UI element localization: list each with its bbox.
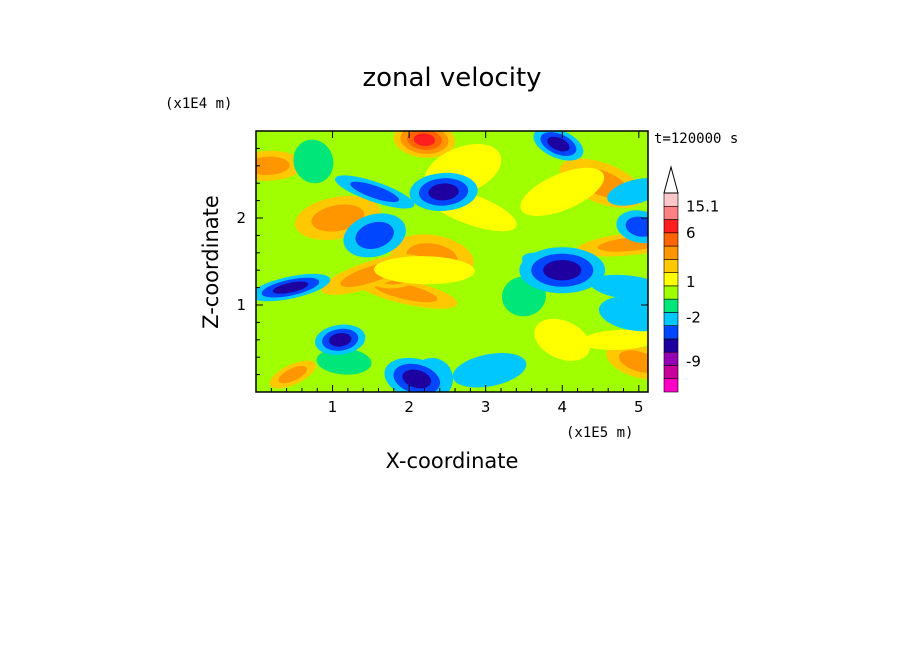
contour-feature <box>606 343 648 380</box>
contour-feature <box>533 131 584 161</box>
colorbar-segment <box>663 338 679 353</box>
contour-feature <box>256 273 331 302</box>
y-axis-label: Z-coordinate <box>199 195 223 329</box>
contour-level <box>618 350 648 373</box>
contour-feature <box>384 357 450 392</box>
colorbar-label: 1 <box>686 273 696 291</box>
x-axis-label: X-coordinate <box>386 449 519 473</box>
colorbar-label: -2 <box>686 309 701 327</box>
time-label: t=120000 s <box>654 131 738 147</box>
contour-feature <box>316 348 372 375</box>
colorbar-segment <box>663 259 679 273</box>
contour-feature <box>534 318 591 361</box>
contour-level <box>547 136 570 152</box>
contour-level <box>598 296 648 332</box>
contour-level <box>402 369 432 389</box>
contour-level <box>590 274 648 301</box>
colorbar-max-arrow <box>663 165 679 194</box>
contour-level <box>350 181 400 203</box>
colorbar-segment <box>663 378 679 393</box>
contour-feature <box>343 213 406 258</box>
contour-level <box>580 329 648 350</box>
plot-frame <box>255 130 649 393</box>
colorbar-segment <box>663 365 679 380</box>
colorbar-segment <box>663 232 679 247</box>
x-tick-label: 1 <box>328 398 338 416</box>
colorbar-label: -9 <box>686 352 701 370</box>
contour-level <box>520 167 605 217</box>
x-tick-label: 4 <box>557 398 567 416</box>
contour-feature <box>590 274 648 301</box>
contour-level <box>607 178 648 206</box>
contour-level <box>316 348 372 375</box>
contour-level <box>413 133 436 147</box>
colorbar-segment <box>663 312 679 326</box>
colorbar-segment <box>663 272 679 287</box>
contour-level <box>293 139 334 184</box>
colorbar-label: 15.1 <box>686 197 719 215</box>
contour-level <box>543 259 582 281</box>
contour-feature <box>269 360 316 389</box>
contour-feature <box>374 256 475 285</box>
contour-feature <box>293 139 334 184</box>
contour-level <box>355 221 394 249</box>
x-tick-label: 3 <box>481 398 491 416</box>
contour-feature <box>519 247 606 294</box>
contour-plot <box>255 130 649 393</box>
contour-feature <box>607 178 648 206</box>
contour-feature <box>452 352 527 388</box>
contour-level <box>329 333 352 347</box>
contour-feature <box>256 150 304 181</box>
contour-level <box>272 281 309 294</box>
x-tick-label: 2 <box>404 398 414 416</box>
contour-level <box>256 156 290 176</box>
colorbar-segment <box>663 245 679 260</box>
colorbar-label: 6 <box>686 224 696 242</box>
contour-feature <box>409 172 478 212</box>
x-tick-label: 5 <box>634 398 644 416</box>
contour-feature <box>393 131 456 158</box>
contour-feature <box>335 175 415 209</box>
contour-feature <box>520 167 605 217</box>
contour-feature <box>580 329 648 350</box>
colorbar: 15.1 6 1 -2 -9 <box>663 165 719 393</box>
colorbar-segment <box>663 219 679 234</box>
colorbar-segment <box>663 298 679 313</box>
colorbar-segment <box>663 285 679 300</box>
y-tick-label: 1 <box>236 296 246 314</box>
x-axis-ticks: 1 2 3 4 5 <box>270 131 644 416</box>
colorbar-segment <box>663 351 679 366</box>
contour-level <box>534 318 591 361</box>
colorbar-segment <box>663 205 679 220</box>
y-scale-label: (x1E4 m) <box>165 96 232 112</box>
y-tick-label: 2 <box>236 209 246 227</box>
colorbar-segment <box>663 192 679 207</box>
contour-level <box>452 352 527 388</box>
colorbar-segment <box>663 325 679 340</box>
contour-level <box>374 256 475 285</box>
y-axis-ticks: 12 <box>236 147 648 376</box>
chart-title: zonal velocity <box>362 63 541 93</box>
x-scale-label: (x1E5 m) <box>566 425 633 441</box>
contour-feature <box>598 296 648 332</box>
contour-feature <box>315 324 366 356</box>
contour-level <box>311 204 365 232</box>
contour-level <box>428 183 459 201</box>
contour-level <box>278 365 308 384</box>
